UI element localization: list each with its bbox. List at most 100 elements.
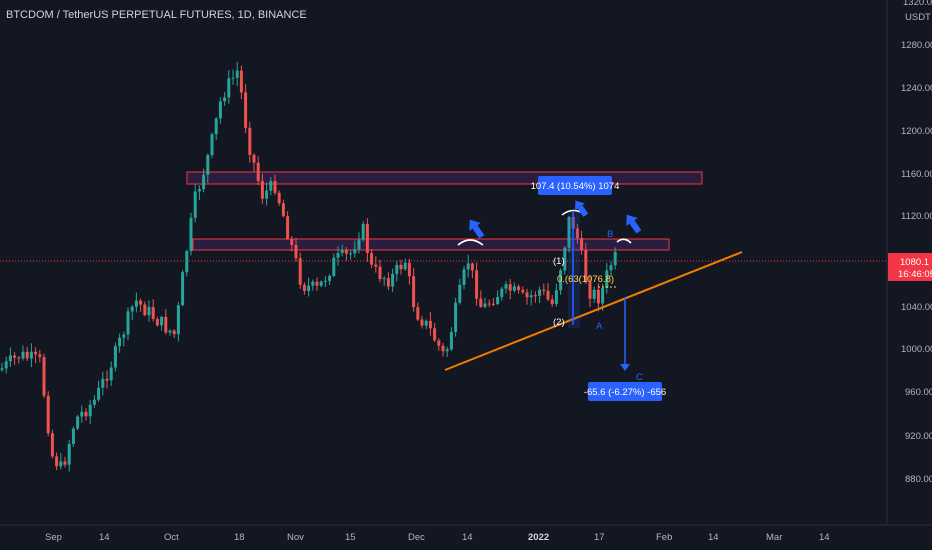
candle-body xyxy=(227,78,231,98)
candle-body xyxy=(357,239,361,250)
candle-body xyxy=(206,155,210,175)
price-axis[interactable]: 1320.00 USDT 1280.00 1240.00 1200.00 116… xyxy=(901,0,932,485)
current-price-value: 1080.1 xyxy=(900,257,929,268)
price-tick: 1320.00 xyxy=(903,0,932,8)
candle-body xyxy=(596,289,600,304)
candle-body xyxy=(491,303,495,305)
candle-body xyxy=(185,251,189,273)
candle-body xyxy=(407,262,411,277)
candle-body xyxy=(546,290,550,300)
candle-body xyxy=(353,249,357,254)
resistance-zone-lower[interactable] xyxy=(192,238,670,251)
candle-body xyxy=(277,192,281,204)
candle-body xyxy=(4,361,8,369)
price-tick: 1160.00 xyxy=(901,169,932,180)
pointer-arrow-icon xyxy=(575,200,589,217)
candle-body xyxy=(21,351,25,359)
candle-body xyxy=(189,217,193,252)
candle-body xyxy=(496,297,500,305)
candle-body xyxy=(252,154,256,163)
measure-up-text: 107.4 (10.54%) 1074 xyxy=(531,181,620,192)
support-trendline[interactable] xyxy=(444,251,743,371)
candle-body xyxy=(470,263,474,271)
candle-body xyxy=(42,356,46,396)
candle-body xyxy=(151,307,155,319)
time-tick: Oct xyxy=(164,532,179,543)
candle-body xyxy=(521,290,525,293)
time-tick: Nov xyxy=(287,532,304,543)
candle-body xyxy=(168,330,172,333)
measure-down-text: -65.6 (-6.27%) -656 xyxy=(584,387,666,398)
candle-body xyxy=(420,319,424,326)
candle-body xyxy=(466,263,470,270)
candle-body xyxy=(391,273,395,287)
time-axis[interactable]: Sep 14 Oct 18 Nov 15 Dec 14 2022 17 Feb … xyxy=(45,532,830,543)
price-tick: 920.00 xyxy=(905,431,932,442)
current-price-tag xyxy=(888,253,932,281)
candle-body xyxy=(311,281,315,286)
pointer-arrow-icon xyxy=(469,219,485,239)
candle-body xyxy=(29,351,33,359)
candle-body xyxy=(13,355,17,358)
candle-body xyxy=(340,250,344,254)
candle-body xyxy=(437,340,441,346)
measure-down-box[interactable] xyxy=(588,382,662,401)
candle-body xyxy=(155,318,159,326)
candle-body xyxy=(214,118,218,135)
measure-up-box[interactable] xyxy=(538,176,612,195)
candle-body xyxy=(458,284,462,303)
candle-body xyxy=(365,223,369,253)
candle-body xyxy=(302,284,306,292)
resistance-zone-upper[interactable] xyxy=(186,171,703,185)
wave-label-a: A xyxy=(596,321,603,332)
candle-body xyxy=(336,253,340,258)
time-tick: 14 xyxy=(462,532,473,543)
candle-body xyxy=(101,378,105,388)
candle-body xyxy=(290,238,294,245)
candle-body xyxy=(487,303,491,305)
candle-body xyxy=(122,334,126,338)
candle-body xyxy=(265,190,269,199)
candles-group xyxy=(0,61,617,472)
candle-body xyxy=(269,181,273,191)
candle-body xyxy=(67,443,71,465)
candle-body xyxy=(517,286,521,291)
time-tick: 15 xyxy=(345,532,356,543)
countdown-timer: 16:46:05 xyxy=(898,269,932,280)
candle-body xyxy=(378,266,382,280)
candle-body xyxy=(441,345,445,352)
candle-body xyxy=(92,399,96,405)
candle-body xyxy=(235,70,239,78)
candle-body xyxy=(286,216,290,239)
candle-body xyxy=(508,284,512,291)
candle-body xyxy=(130,306,134,312)
candle-body xyxy=(533,295,537,297)
fib-level-text: 0.(63(1076.8) xyxy=(557,274,614,285)
candle-body xyxy=(25,351,29,359)
symbol-title[interactable]: BTCDOM / TetherUS PERPETUAL FUTURES, 1D,… xyxy=(6,9,307,21)
candle-body xyxy=(416,307,420,320)
candle-body xyxy=(76,416,80,429)
candle-body xyxy=(273,181,277,193)
candle-body xyxy=(260,180,264,199)
candle-body xyxy=(307,285,311,292)
candle-body xyxy=(319,281,323,286)
candle-body xyxy=(575,228,579,239)
price-tick: 1040.00 xyxy=(901,302,932,313)
candle-body xyxy=(580,238,584,251)
candle-body xyxy=(202,174,206,190)
candle-body xyxy=(592,289,596,299)
candle-body xyxy=(193,191,197,218)
candle-body xyxy=(344,250,348,254)
candle-body xyxy=(445,349,449,352)
wave-label-b: B xyxy=(607,229,613,240)
candle-body xyxy=(17,357,21,359)
candle-body xyxy=(475,270,479,299)
price-tick: 1200.00 xyxy=(901,126,932,137)
candle-body xyxy=(374,264,378,267)
candle-body xyxy=(538,289,542,296)
candle-body xyxy=(84,411,88,417)
candle-body xyxy=(433,328,437,341)
